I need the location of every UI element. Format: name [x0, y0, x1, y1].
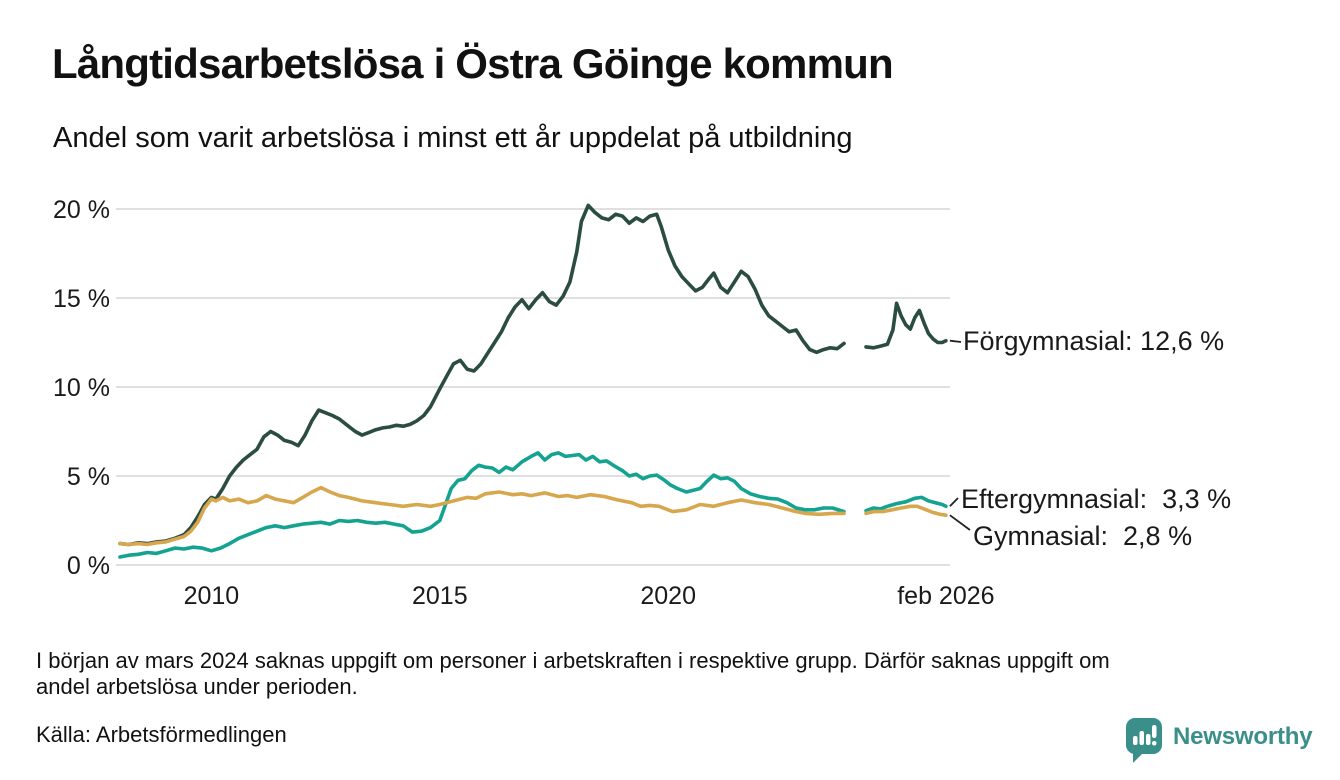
x-tick-label: 2020: [640, 582, 696, 610]
y-tick-label: 15 %: [53, 285, 110, 313]
series-line-eftergymnasial: [118, 451, 948, 559]
y-tick-label: 20 %: [53, 196, 110, 224]
page-title: Långtidsarbetslösa i Östra Göinge kommun: [52, 40, 894, 87]
footnote: I början av mars 2024 saknas uppgift om …: [36, 648, 1110, 700]
series-label-gymnasial: Gymnasial: 2,8 %: [973, 521, 1193, 551]
series-line-gymnasial: [118, 485, 948, 547]
y-tick-label: 5 %: [67, 463, 110, 491]
source-credit: Källa: Arbetsförmedlingen: [36, 722, 287, 747]
x-tick-label: 2010: [184, 582, 240, 610]
chart-subtitle: Andel som varit arbetslösa i minst ett å…: [53, 122, 853, 154]
callout-line: [949, 339, 962, 343]
newsworthy-logo-icon: [1126, 718, 1162, 763]
series-label-eftergymnasial: Eftergymnasial: 3,3 %: [961, 484, 1232, 514]
newsworthy-logo-text: Newsworthy: [1173, 723, 1313, 750]
series-label-forgymnasial: Förgymnasial: 12,6 %: [963, 326, 1225, 356]
callout-line: [949, 497, 959, 507]
series-line-forgymnasial: [118, 203, 948, 547]
x-tick-label: feb 2026: [897, 582, 994, 610]
y-tick-label: 10 %: [53, 374, 110, 402]
y-tick-label: 0 %: [67, 552, 110, 580]
x-tick-label: 2015: [412, 582, 468, 610]
newsworthy-logo: Newsworthy: [1124, 716, 1313, 764]
callout-line: [949, 514, 971, 531]
